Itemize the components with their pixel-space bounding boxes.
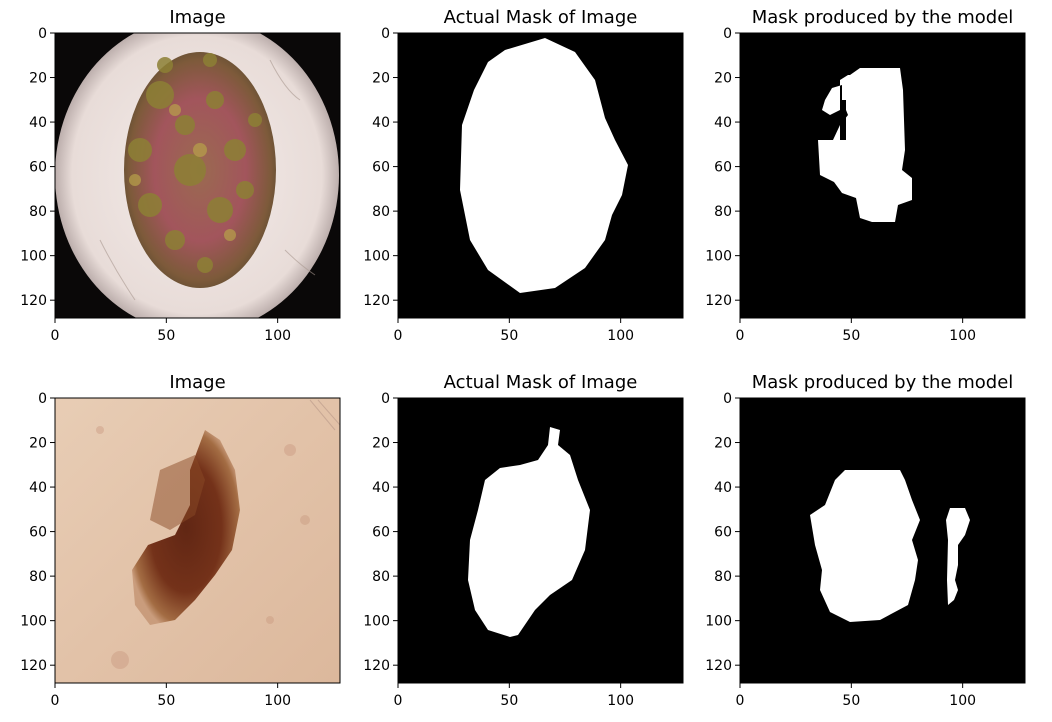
y-tick-label: 0	[723, 26, 732, 42]
y-tick-label: 80	[372, 204, 390, 220]
y-tick-label: 60	[714, 160, 732, 176]
x-tick-label: 0	[51, 693, 60, 709]
y-tick-label: 40	[372, 480, 390, 496]
x-tick-label: 0	[51, 328, 60, 344]
y-tick-label: 120	[705, 658, 732, 674]
y-tick-label: 80	[714, 569, 732, 585]
y-tick-label: 100	[363, 614, 390, 630]
y-tick-label: 0	[723, 391, 732, 407]
y-tick-label: 0	[381, 26, 390, 42]
dermoscopy-image-2	[55, 398, 340, 683]
mask-image-predicted-1	[740, 33, 1025, 318]
x-tick-label: 50	[157, 328, 175, 344]
x-tick-label: 100	[949, 693, 976, 709]
panel-title: Actual Mask of Image	[444, 7, 638, 28]
y-tick-label: 0	[381, 391, 390, 407]
y-tick-label: 100	[705, 614, 732, 630]
y-tick-label: 40	[372, 115, 390, 131]
axes-frame	[739, 32, 1026, 319]
y-tick-label: 20	[29, 71, 47, 87]
x-tick-label: 50	[842, 328, 860, 344]
y-tick-label: 120	[20, 293, 47, 309]
y-tick-label: 120	[20, 658, 47, 674]
x-tick-label: 50	[500, 328, 518, 344]
y-tick-label: 0	[38, 391, 47, 407]
panel-actual-mask-1	[398, 33, 683, 318]
y-tick-label: 40	[714, 480, 732, 496]
y-tick-label: 80	[29, 204, 47, 220]
y-tick-label: 20	[714, 436, 732, 452]
axes-frame	[739, 397, 1026, 684]
y-tick-label: 120	[705, 293, 732, 309]
axes-2: Actual Mask of Image 0 50 100 0 20 40 60 80 100 12…	[363, 7, 684, 344]
axes-frame	[54, 32, 341, 319]
axes-3: Mask produced by the model 0 50 100 0 20 40 60 8…	[705, 7, 1026, 344]
panel-image-2	[55, 398, 340, 683]
panel-title: Mask produced by the model	[752, 7, 1014, 28]
y-tick-label: 100	[705, 249, 732, 265]
x-tick-label: 100	[264, 693, 291, 709]
y-tick-label: 100	[363, 249, 390, 265]
dermoscopy-image-1	[55, 33, 340, 318]
x-tick-label: 50	[842, 693, 860, 709]
y-tick-label: 80	[372, 569, 390, 585]
axes-frame	[397, 32, 684, 319]
y-tick-label: 20	[29, 436, 47, 452]
y-tick-label: 100	[20, 614, 47, 630]
y-tick-label: 60	[372, 160, 390, 176]
panel-image-1	[55, 33, 340, 318]
y-tick-label: 60	[29, 525, 47, 541]
x-tick-label: 50	[157, 693, 175, 709]
y-tick-label: 40	[714, 115, 732, 131]
panel-predicted-mask-2	[740, 398, 1025, 683]
axes-6: Mask produced by the model 0 50 100 0 20 40 60 8…	[705, 372, 1026, 709]
panel-title: Image	[169, 7, 225, 28]
panel-actual-mask-2	[398, 398, 683, 683]
axes-4: Image 0 50 100 0 20 40 60 80 100 120	[20, 372, 341, 709]
y-tick-label: 120	[363, 658, 390, 674]
panel-title: Mask produced by the model	[752, 372, 1014, 393]
mask-image-actual-2	[398, 398, 683, 683]
y-tick-label: 20	[372, 71, 390, 87]
x-tick-label: 100	[607, 693, 634, 709]
axes-frame	[397, 397, 684, 684]
y-tick-label: 100	[20, 249, 47, 265]
mask-image-actual-1	[398, 33, 683, 318]
axes-5: Actual Mask of Image 0 50 100 0 20 40 60 80 100 12…	[363, 372, 684, 709]
panel-title: Actual Mask of Image	[444, 372, 638, 393]
y-tick-label: 80	[29, 569, 47, 585]
axes-frame	[54, 397, 341, 684]
y-tick-label: 60	[372, 525, 390, 541]
x-tick-label: 0	[736, 328, 745, 344]
y-tick-label: 20	[372, 436, 390, 452]
axes-1: Image 0 50 100 0 20 40 60 80 100 120	[20, 7, 341, 344]
x-tick-label: 50	[500, 693, 518, 709]
y-tick-label: 60	[714, 525, 732, 541]
x-tick-label: 100	[607, 328, 634, 344]
x-tick-label: 0	[394, 328, 403, 344]
y-tick-label: 80	[714, 204, 732, 220]
x-tick-label: 100	[264, 328, 291, 344]
panel-predicted-mask-1	[740, 33, 1025, 318]
y-tick-label: 40	[29, 115, 47, 131]
mask-image-predicted-2	[740, 398, 1025, 683]
y-tick-label: 120	[363, 293, 390, 309]
y-tick-label: 40	[29, 480, 47, 496]
panel-title: Image	[169, 372, 225, 393]
x-tick-label: 0	[736, 693, 745, 709]
y-tick-label: 20	[714, 71, 732, 87]
x-tick-label: 0	[394, 693, 403, 709]
y-tick-label: 0	[38, 26, 47, 42]
x-tick-label: 100	[949, 328, 976, 344]
y-tick-label: 60	[29, 160, 47, 176]
